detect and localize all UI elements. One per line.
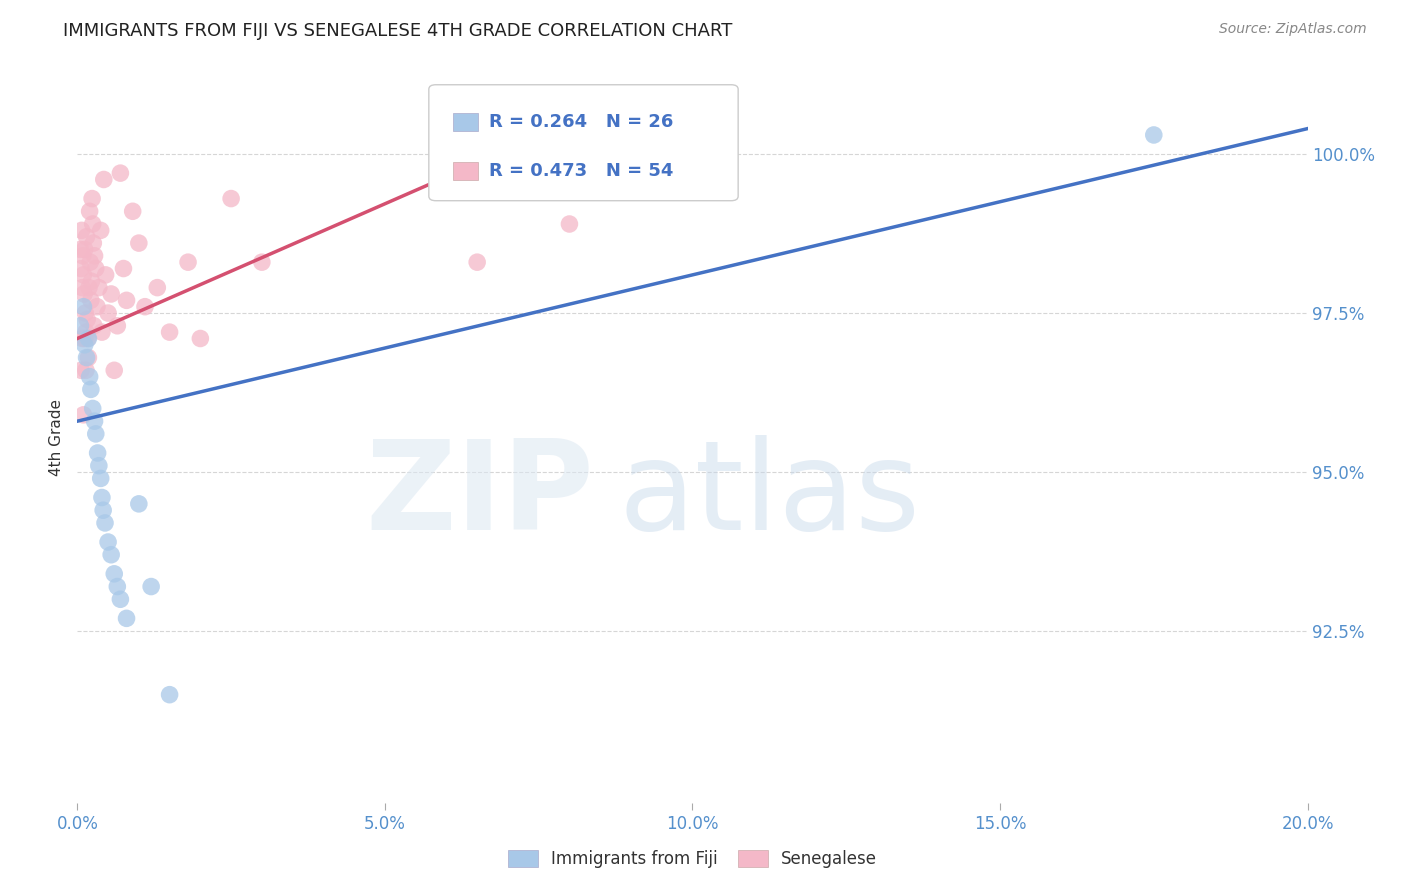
Point bbox=[100, 287, 122, 301]
Point bbox=[90, 325, 114, 339]
Point bbox=[70, 261, 93, 276]
Legend: Immigrants from Fiji, Senegalese: Immigrants from Fiji, Senegalese bbox=[501, 844, 884, 875]
Point bbox=[84, 261, 107, 276]
Point bbox=[80, 383, 103, 397]
Point bbox=[128, 236, 150, 251]
Point bbox=[250, 255, 273, 269]
Point bbox=[76, 229, 98, 244]
Point bbox=[105, 580, 128, 594]
Point bbox=[128, 497, 150, 511]
Point bbox=[72, 408, 94, 422]
Point bbox=[91, 503, 114, 517]
Point bbox=[86, 446, 108, 460]
Point bbox=[75, 325, 97, 339]
Point bbox=[75, 306, 97, 320]
Point bbox=[82, 236, 104, 251]
Point bbox=[465, 255, 488, 269]
Point bbox=[146, 280, 169, 294]
Point bbox=[90, 491, 114, 505]
Point bbox=[219, 192, 242, 206]
Point bbox=[97, 306, 120, 320]
Text: IMMIGRANTS FROM FIJI VS SENEGALESE 4TH GRADE CORRELATION CHART: IMMIGRANTS FROM FIJI VS SENEGALESE 4TH G… bbox=[63, 22, 733, 40]
Point bbox=[83, 318, 105, 333]
Point bbox=[76, 331, 98, 345]
Point bbox=[1143, 128, 1166, 142]
Point bbox=[70, 223, 93, 237]
Point bbox=[97, 535, 120, 549]
Point bbox=[115, 293, 138, 308]
Point bbox=[110, 592, 132, 607]
Point bbox=[103, 566, 125, 581]
Point bbox=[134, 300, 156, 314]
Point bbox=[100, 548, 122, 562]
Point bbox=[79, 204, 101, 219]
Point bbox=[83, 249, 105, 263]
Point bbox=[82, 192, 104, 206]
Point bbox=[69, 243, 91, 257]
Text: atlas: atlas bbox=[619, 435, 921, 556]
Point bbox=[558, 217, 581, 231]
Point bbox=[93, 172, 115, 186]
Text: R = 0.264   N = 26: R = 0.264 N = 26 bbox=[489, 112, 673, 130]
Point bbox=[121, 204, 143, 219]
Point bbox=[105, 318, 128, 333]
Point bbox=[80, 274, 103, 288]
Point bbox=[76, 351, 98, 365]
Point bbox=[188, 331, 212, 345]
Point bbox=[84, 426, 107, 441]
Point bbox=[110, 166, 132, 180]
Point bbox=[73, 331, 96, 345]
Point bbox=[80, 293, 103, 308]
Point bbox=[72, 249, 94, 263]
Point bbox=[79, 369, 101, 384]
Text: ZIP: ZIP bbox=[366, 435, 595, 556]
Point bbox=[177, 255, 200, 269]
Point bbox=[86, 300, 108, 314]
Point bbox=[77, 280, 100, 294]
Text: R = 0.473   N = 54: R = 0.473 N = 54 bbox=[489, 162, 673, 180]
Point bbox=[87, 458, 110, 473]
Y-axis label: 4th Grade: 4th Grade bbox=[49, 399, 65, 475]
Point bbox=[159, 688, 181, 702]
Point bbox=[94, 516, 117, 530]
Point bbox=[103, 363, 125, 377]
Point bbox=[70, 363, 93, 377]
Point bbox=[69, 318, 91, 333]
Point bbox=[77, 331, 100, 345]
Point bbox=[82, 401, 104, 416]
Point bbox=[72, 300, 94, 314]
Point bbox=[82, 217, 104, 231]
Point bbox=[70, 280, 93, 294]
Point bbox=[73, 338, 96, 352]
Point bbox=[77, 351, 100, 365]
Point bbox=[73, 287, 96, 301]
Point bbox=[90, 223, 112, 237]
Point bbox=[115, 611, 138, 625]
Point bbox=[83, 414, 105, 428]
Point bbox=[87, 280, 110, 294]
Point bbox=[70, 331, 93, 345]
Point bbox=[112, 261, 135, 276]
Point bbox=[73, 243, 96, 257]
Point bbox=[76, 312, 98, 326]
Point bbox=[141, 580, 163, 594]
Point bbox=[79, 255, 101, 269]
Point bbox=[90, 471, 112, 485]
Point bbox=[94, 268, 117, 282]
Point bbox=[75, 363, 97, 377]
Point bbox=[72, 268, 94, 282]
Point bbox=[159, 325, 181, 339]
Text: Source: ZipAtlas.com: Source: ZipAtlas.com bbox=[1219, 22, 1367, 37]
